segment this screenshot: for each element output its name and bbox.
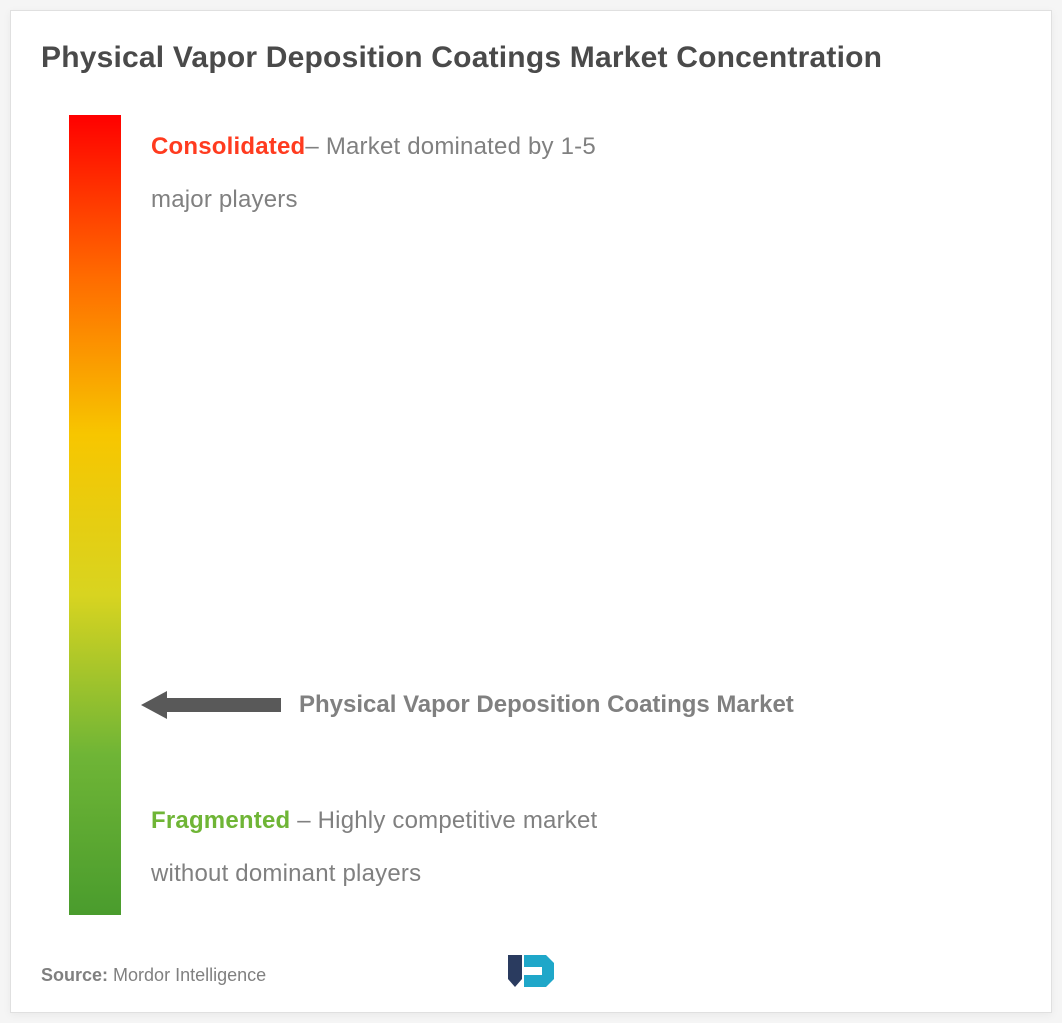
content-area: Consolidated– Market dominated by 1-5 ma…: [41, 115, 1021, 935]
page-title: Physical Vapor Deposition Coatings Marke…: [41, 41, 1021, 75]
arrow-left-icon: [141, 691, 281, 719]
consolidated-label-block: Consolidated– Market dominated by 1-5 ma…: [151, 121, 596, 227]
mordor-logo-icon: [508, 955, 554, 992]
fragmented-keyword: Fragmented: [151, 807, 290, 834]
concentration-gradient-bar: [69, 115, 121, 915]
source-value: Mordor Intelligence: [113, 965, 266, 985]
consolidated-desc-line2: major players: [151, 186, 298, 213]
market-marker-label: Physical Vapor Deposition Coatings Marke…: [299, 691, 794, 719]
consolidated-keyword: Consolidated: [151, 133, 305, 160]
market-position-marker: Physical Vapor Deposition Coatings Marke…: [141, 691, 794, 719]
fragmented-desc-line2: without dominant players: [151, 860, 421, 887]
source-label: Source:: [41, 965, 108, 985]
infographic-card: Physical Vapor Deposition Coatings Marke…: [10, 10, 1052, 1013]
fragmented-desc-line1: – Highly competitive market: [290, 807, 597, 834]
fragmented-label-block: Fragmented – Highly competitive market w…: [151, 795, 597, 901]
consolidated-desc-line1: – Market dominated by 1-5: [305, 133, 595, 160]
source-footer: Source: Mordor Intelligence: [41, 965, 266, 986]
